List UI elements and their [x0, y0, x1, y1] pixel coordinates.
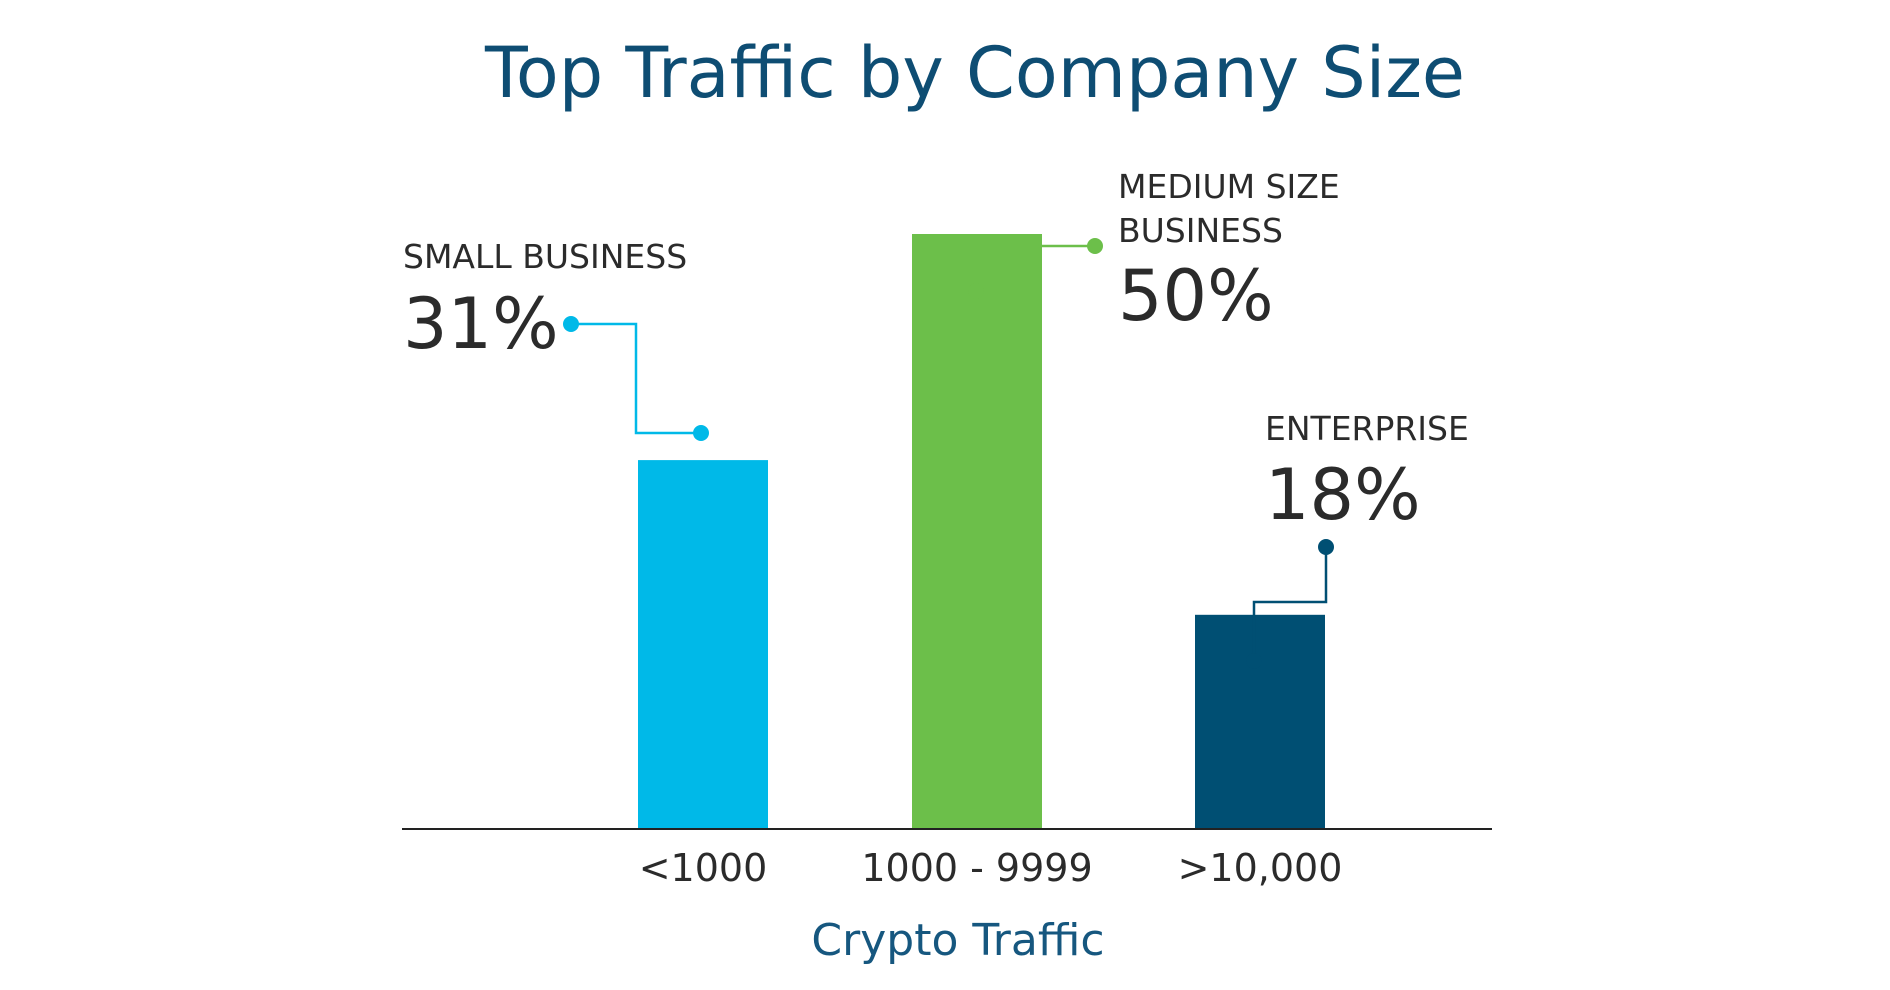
x-tick-label-1: 1000 - 9999: [861, 846, 1092, 890]
callout-category-label-1-0: MEDIUM SIZE: [1118, 167, 1340, 206]
callout-dot-bar-0: [693, 425, 709, 441]
x-tick-label-0: <1000: [639, 846, 768, 890]
bar-2: [1195, 614, 1325, 829]
callout-value-label-1: 50%: [1118, 255, 1274, 337]
callout-2: ENTERPRISE 18%: [1246, 409, 1469, 669]
callout-0: SMALL BUSINESS 31%: [403, 237, 709, 441]
callout-dot-bar-1: [968, 283, 984, 299]
x-tick-label-2: >10,000: [1178, 846, 1343, 890]
callout-category-label-1-1: BUSINESS: [1118, 211, 1283, 250]
callout-category-label-0-0: SMALL BUSINESS: [403, 237, 687, 276]
callout-dot-label-0: [563, 316, 579, 332]
bar-0: [638, 460, 768, 829]
x-tick-labels: <1000 1000 - 9999 >10,000: [639, 846, 1343, 890]
bar-1: [912, 234, 1042, 829]
callout-value-label-2: 18%: [1265, 454, 1421, 536]
callout-leader-line-2: [1252, 547, 1328, 661]
bars-layer: [638, 234, 1325, 829]
callout-leader-line-1: [976, 244, 1095, 293]
callout-value-label-0: 31%: [403, 283, 559, 365]
callout-leader-line-0: [571, 322, 701, 435]
callout-dot-label-1: [1087, 238, 1103, 254]
x-axis-title: Crypto Traffic: [811, 915, 1104, 966]
callouts-layer: SMALL BUSINESS 31% MEDIUM SIZE BUSINESS 50% E…: [403, 167, 1469, 669]
callout-dot-bar-2: [1246, 653, 1262, 669]
callout-1: MEDIUM SIZE BUSINESS 50%: [968, 167, 1340, 337]
callout-dot-label-2: [1318, 539, 1334, 555]
chart-title: Top Traffic by Company Size: [484, 32, 1465, 114]
callout-category-label-2-0: ENTERPRISE: [1265, 409, 1469, 448]
